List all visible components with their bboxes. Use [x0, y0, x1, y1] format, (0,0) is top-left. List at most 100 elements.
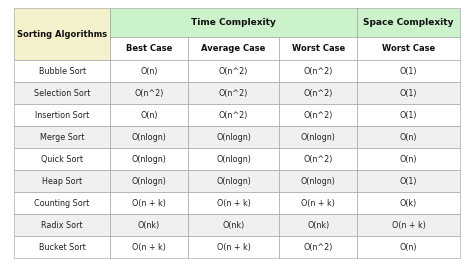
Bar: [357, 126, 460, 148]
Text: Sorting Algorithms: Sorting Algorithms: [17, 30, 107, 39]
Text: Bucket Sort: Bucket Sort: [39, 243, 85, 252]
Text: Quick Sort: Quick Sort: [41, 155, 83, 164]
Text: O(nlogn): O(nlogn): [132, 133, 166, 142]
Text: O(n^2): O(n^2): [304, 89, 333, 98]
Bar: [279, 236, 357, 258]
Bar: [279, 37, 357, 60]
Text: O(1): O(1): [400, 89, 417, 98]
Text: O(nlogn): O(nlogn): [301, 133, 336, 142]
Bar: [357, 214, 460, 236]
Bar: [14, 104, 110, 126]
Text: Heap Sort: Heap Sort: [42, 177, 82, 186]
Bar: [357, 82, 460, 104]
Bar: [14, 8, 110, 60]
Bar: [357, 8, 460, 37]
Text: O(nk): O(nk): [222, 221, 245, 230]
Text: O(n^2): O(n^2): [304, 155, 333, 164]
Text: O(n): O(n): [400, 243, 417, 252]
Bar: [110, 236, 188, 258]
Bar: [14, 214, 110, 236]
Text: Insertion Sort: Insertion Sort: [35, 111, 89, 120]
Bar: [188, 170, 279, 192]
Text: O(n + k): O(n + k): [217, 243, 251, 252]
Text: Worst Case: Worst Case: [292, 44, 345, 53]
Bar: [188, 126, 279, 148]
Bar: [110, 192, 188, 214]
Text: O(n + k): O(n + k): [132, 243, 166, 252]
Bar: [357, 60, 460, 82]
Text: O(nk): O(nk): [138, 221, 160, 230]
Bar: [110, 126, 188, 148]
Text: Average Case: Average Case: [201, 44, 266, 53]
Bar: [110, 60, 188, 82]
Bar: [188, 148, 279, 170]
Text: O(nlogn): O(nlogn): [216, 133, 251, 142]
Text: Bubble Sort: Bubble Sort: [38, 67, 86, 76]
Bar: [279, 192, 357, 214]
Text: O(nlogn): O(nlogn): [216, 177, 251, 186]
Bar: [279, 60, 357, 82]
Bar: [110, 104, 188, 126]
Bar: [110, 37, 188, 60]
Text: O(n + k): O(n + k): [217, 199, 251, 208]
Text: O(n^2): O(n^2): [134, 89, 164, 98]
Text: O(nlogn): O(nlogn): [301, 177, 336, 186]
Text: Radix Sort: Radix Sort: [41, 221, 83, 230]
Text: O(nlogn): O(nlogn): [216, 155, 251, 164]
Text: O(n^2): O(n^2): [219, 67, 248, 76]
Bar: [279, 148, 357, 170]
Text: O(1): O(1): [400, 177, 417, 186]
Text: Best Case: Best Case: [126, 44, 172, 53]
Bar: [188, 214, 279, 236]
Bar: [188, 192, 279, 214]
Text: O(nlogn): O(nlogn): [132, 177, 166, 186]
Bar: [279, 82, 357, 104]
Bar: [357, 192, 460, 214]
Bar: [279, 126, 357, 148]
Text: O(1): O(1): [400, 67, 417, 76]
Text: O(n^2): O(n^2): [304, 243, 333, 252]
Bar: [188, 82, 279, 104]
Bar: [14, 170, 110, 192]
Text: O(n + k): O(n + k): [301, 199, 335, 208]
Text: O(n^2): O(n^2): [304, 67, 333, 76]
Text: O(n): O(n): [140, 111, 158, 120]
Text: O(n): O(n): [400, 155, 417, 164]
Text: O(n): O(n): [140, 67, 158, 76]
Bar: [357, 37, 460, 60]
Text: Selection Sort: Selection Sort: [34, 89, 91, 98]
Text: O(1): O(1): [400, 111, 417, 120]
Text: O(k): O(k): [400, 199, 417, 208]
Text: O(n^2): O(n^2): [304, 111, 333, 120]
Bar: [357, 236, 460, 258]
Bar: [110, 214, 188, 236]
Bar: [279, 104, 357, 126]
Bar: [14, 192, 110, 214]
Bar: [279, 170, 357, 192]
Text: Merge Sort: Merge Sort: [40, 133, 84, 142]
Bar: [110, 170, 188, 192]
Text: O(n + k): O(n + k): [132, 199, 166, 208]
Bar: [14, 148, 110, 170]
Bar: [188, 60, 279, 82]
Text: O(n^2): O(n^2): [219, 111, 248, 120]
Bar: [14, 236, 110, 258]
Text: Space Complexity: Space Complexity: [363, 18, 454, 27]
Text: O(n): O(n): [400, 133, 417, 142]
Bar: [279, 214, 357, 236]
Bar: [188, 37, 279, 60]
Bar: [188, 236, 279, 258]
Bar: [110, 82, 188, 104]
Bar: [14, 60, 110, 82]
Bar: [14, 126, 110, 148]
Bar: [14, 82, 110, 104]
Text: O(n^2): O(n^2): [219, 89, 248, 98]
Text: O(nlogn): O(nlogn): [132, 155, 166, 164]
Text: O(n + k): O(n + k): [392, 221, 426, 230]
Text: O(nk): O(nk): [307, 221, 329, 230]
Text: Time Complexity: Time Complexity: [191, 18, 276, 27]
Bar: [357, 104, 460, 126]
Bar: [110, 148, 188, 170]
Bar: [188, 104, 279, 126]
Text: Worst Case: Worst Case: [382, 44, 435, 53]
